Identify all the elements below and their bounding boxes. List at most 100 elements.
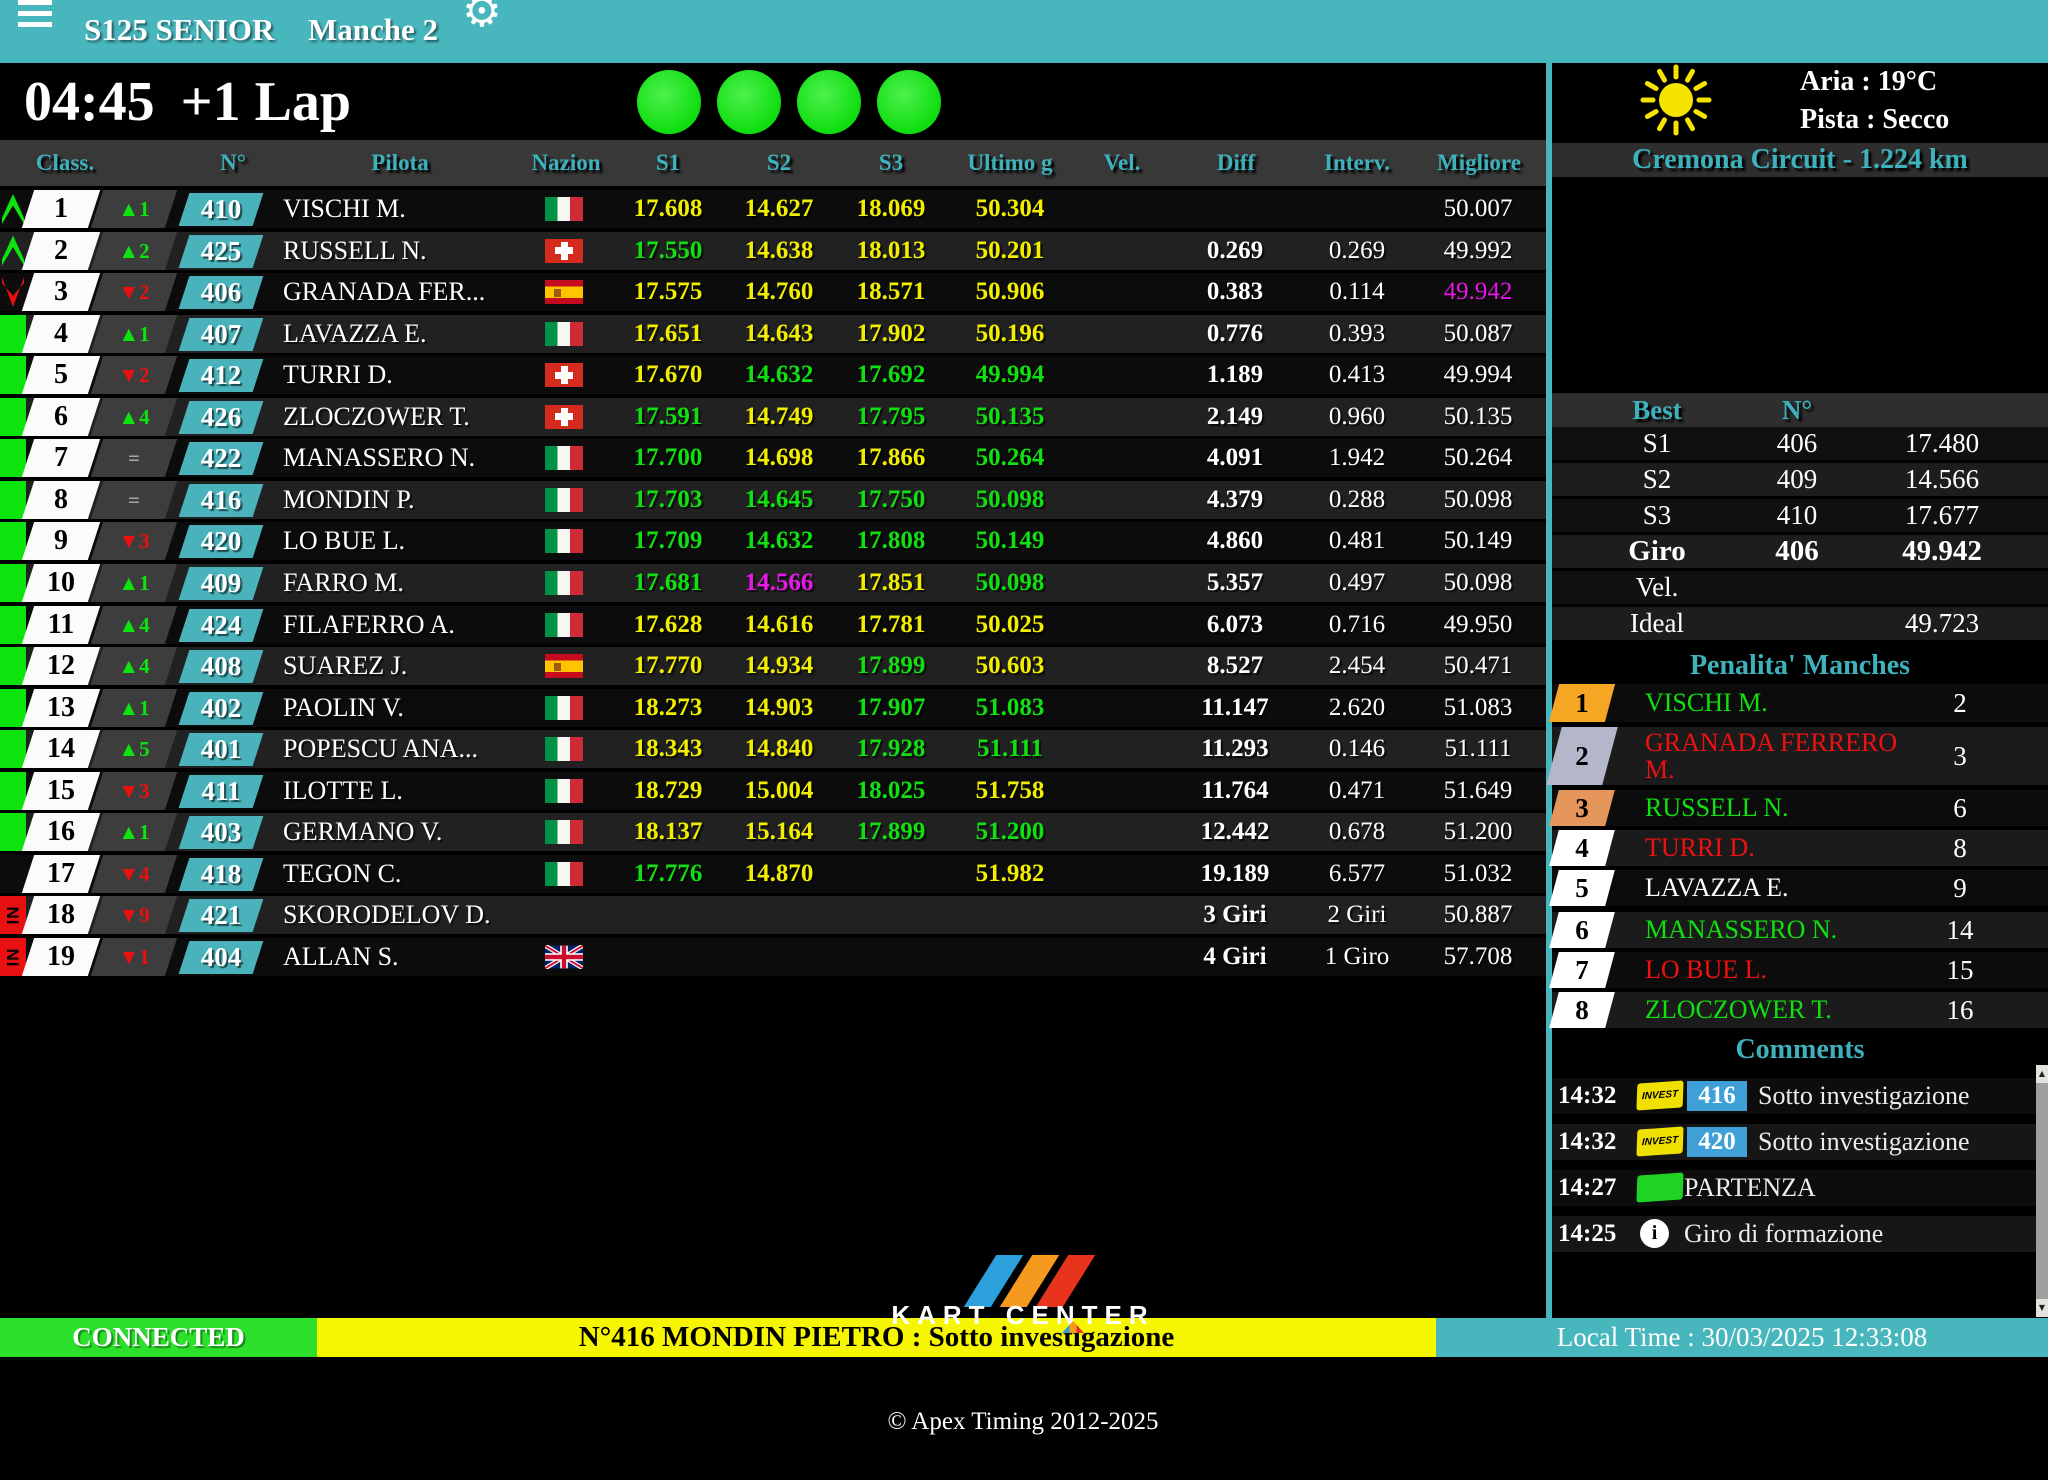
kart-number: 421 [200,900,242,931]
table-row[interactable]: 2 ▲2 425 RUSSELL N. 17.550 14.638 18.013 50.201… [0,231,1546,270]
best-row: S1 406 17.480 [1552,427,2048,460]
penalty-driver-name: VISCHI M. [1645,688,1768,717]
position-status-indicator [0,439,26,478]
best-label: S2 [1642,463,1672,494]
best-kart-number: 409 [1776,463,1818,494]
table-row[interactable]: IN 18 ▼9 421 SKORODELOV D. 3 Giri 2 Giri 50.887 [0,896,1546,935]
kart-number: 409 [200,567,242,598]
table-row[interactable]: 9 ▼3 420 LO BUE L. 17.709 14.632 17.808 50.149 4… [0,522,1546,561]
position-box: 11 [21,605,101,644]
kart-number-badge: 412 [178,359,264,393]
cell-diff: 12.442 [1200,818,1270,846]
table-row[interactable]: 14 ▲5 401 POPESCU ANA... 18.343 14.840 17.928 5… [0,730,1546,769]
comment-text: Sotto investigazione [1758,1127,1970,1156]
cell-vel [1072,522,1172,560]
cell-s1: 17.670 [633,361,703,389]
scroll-down-icon[interactable]: ▼ [2036,1299,2048,1317]
air-temperature: Aria : 19°C [1800,66,1938,97]
driver-name: GERMANO V. [283,817,443,847]
driver-name: LAVAZZA E. [283,318,427,348]
penalty-rank: 2 [1575,741,1589,771]
cell-s2: 14.840 [744,735,814,763]
table-row[interactable]: 7 = 422 MANASSERO N. 17.700 14.698 17.866 50.26… [0,439,1546,478]
best-label: S1 [1642,428,1672,458]
column-header-s3: S3 [878,150,904,175]
kart-number-badge: 403 [178,816,264,850]
table-row[interactable]: 13 ▲1 402 PAOLIN V. 18.273 14.903 17.907 51.083… [0,688,1546,727]
position-change-box: ▼2 [90,273,178,312]
column-header-nazion: Nazion [531,150,601,175]
comment-text: PARTENZA [1684,1173,1816,1202]
driver-name: FARRO M. [283,567,404,597]
cell-best: 49.994 [1443,361,1513,389]
comments-scrollbar[interactable]: ▲ ▼ [2036,1065,2048,1317]
position-status-indicator [0,647,26,686]
cell-s2: 15.004 [744,776,814,804]
table-row[interactable]: IN 19 ▼1 404 ALLAN S. 4 Giri 1 Giro 57.708 [0,937,1546,976]
comment-text: Giro di formazione [1684,1219,1884,1248]
position-number: 7 [54,442,68,474]
column-header-class-: Class. [35,150,95,175]
table-row[interactable]: 8 = 416 MONDIN P. 17.703 14.645 17.750 50.098 4.… [0,480,1546,519]
cell-interv: 2 Giri [1327,901,1387,929]
table-row[interactable]: 6 ▲4 426 ZLOCZOWER T. 17.591 14.749 17.795 50.1… [0,397,1546,436]
table-row[interactable]: 4 ▲1 407 LAVAZZA E. 17.651 14.643 17.902 50.196… [0,314,1546,353]
cell-best: 49.950 [1443,610,1513,638]
gear-icon[interactable]: ⚙ [462,0,502,37]
cell-s3: 17.750 [856,485,926,513]
kart-number: 402 [200,692,242,723]
table-row[interactable]: 11 ▲4 424 FILAFERRO A. 17.628 14.616 17.781 50.… [0,605,1546,644]
position-number: 8 [54,483,68,515]
cell-s2: 14.698 [744,444,814,472]
table-row[interactable]: 15 ▼3 411 ILOTTE L. 18.729 15.004 18.025 51.758… [0,771,1546,810]
table-row[interactable]: 17 ▼4 418 TEGON C. 17.776 14.870 51.982 19.189 6… [0,854,1546,893]
table-row[interactable]: 3 ▼2 406 GRANADA FER... 17.575 14.760 18.571 50… [0,273,1546,312]
cell-best: 57.708 [1443,942,1513,970]
flag-italy [545,197,583,221]
penalty-rank-badge: 1 [1548,684,1616,722]
table-row[interactable]: 5 ▼2 412 TURRI D. 17.670 14.632 17.692 49.994 1.… [0,356,1546,395]
cell-vel [1072,813,1172,851]
penalty-value: 2 [1953,688,1967,718]
best-value: 17.677 [1904,499,1980,530]
driver-name: SKORODELOV D. [283,900,491,930]
penalties-title: Penalita' Manches [1689,650,1911,681]
cell-interv: 0.393 [1328,319,1386,347]
cell-last: 50.603 [975,652,1045,680]
table-row[interactable]: 1 ▲1 410 VISCHI M. 17.608 14.627 18.069 50.304 5… [0,190,1546,228]
flag-italy [545,321,583,346]
circuit-name: Cremona Circuit - 1.224 km [1552,143,2048,177]
penalty-value: 16 [1946,995,1974,1025]
column-header-vel-: Vel. [1103,150,1141,175]
table-row[interactable]: 16 ▲1 403 GERMANO V. 18.137 15.164 17.899 51.20… [0,813,1546,852]
pit-in-badge: IN [0,896,26,935]
flag-spain [545,654,583,679]
table-header: Class. N° Pilota Nazion S1 S2 S3 Ultimo g Vel. Di… [0,140,1546,186]
kart-number: 418 [200,858,242,889]
cell-diff: 4.091 [1206,444,1264,472]
driver-name: MONDIN P. [283,484,415,514]
penalty-value: 14 [1946,915,1974,945]
cell-last: 49.994 [975,361,1045,389]
penalty-driver-name: TURRI D. [1645,833,1755,862]
position-status-indicator [0,480,26,519]
info-icon: i [1640,1219,1669,1248]
start-light-green [717,70,781,134]
cell-s1: 17.703 [633,485,703,513]
cell-interv: 2.620 [1328,693,1386,721]
position-change-up-icon: ▲5 [118,737,150,762]
session-timer: 04:45 +1 Lap [24,63,351,140]
hamburger-menu-icon[interactable] [18,0,52,27]
cell-s2: 14.870 [744,859,814,887]
best-value: 49.942 [1902,534,1982,567]
cell-diff: 6.073 [1206,610,1264,638]
position-change-up-icon: ▲1 [118,695,150,720]
table-row[interactable]: 10 ▲1 409 FARRO M. 17.681 14.566 17.851 50.098 5… [0,563,1546,602]
penalty-value: 6 [1953,793,1967,823]
table-row[interactable]: 12 ▲4 408 SUAREZ J. 17.770 14.934 17.899 50.603… [0,647,1546,686]
position-change-down-icon: ▼2 [118,363,150,388]
position-box: 1 [21,190,101,228]
cell-diff: 0.383 [1206,278,1264,306]
scroll-up-icon[interactable]: ▲ [2036,1065,2048,1083]
kart-number-badge: 410 [178,193,264,226]
